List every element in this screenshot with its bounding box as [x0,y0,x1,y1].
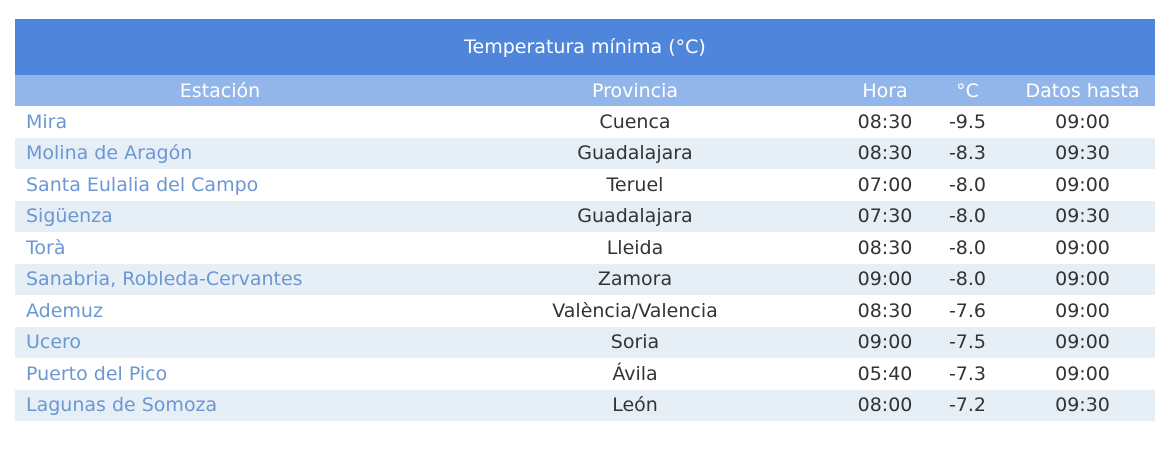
province-cell: València/Valencia [552,299,718,322]
table-row: Torà Lleida 08:30 -8.0 09:00 [15,232,1155,264]
temperature-cell: -8.0 [948,173,987,196]
temperature-cell: -8.0 [948,205,987,228]
hour-cell: 08:30 [857,236,913,259]
temperature-cell: -7.2 [948,394,987,417]
hour-cell: 07:00 [857,173,913,196]
data-until-cell: 09:00 [1055,331,1110,354]
data-until-cell: 09:00 [1055,268,1110,291]
table-row: Molina de Aragón Guadalajara 08:30 -8.3 09:3… [15,137,1155,169]
hour-cell: 09:00 [857,268,913,291]
data-until-cell: 09:00 [1055,299,1110,322]
data-until-cell: 09:30 [1055,142,1110,165]
station-link[interactable]: Sigüenza [26,205,113,228]
column-header-province: Provincia [591,79,679,102]
column-header-hour: Hora [862,79,908,102]
table-row: Santa Eulalia del Campo Teruel 07:00 -8.0 09… [15,169,1155,201]
station-link[interactable]: Ucero [26,331,82,354]
hour-cell: 08:30 [857,299,913,322]
temperature-cell: -9.5 [948,110,987,133]
station-link[interactable]: Lagunas de Somoza [26,394,218,417]
column-header-station: Estación [179,79,261,102]
province-cell: Lleida [606,236,664,259]
hour-cell: 08:30 [857,110,913,133]
temperature-cell: -7.3 [948,362,987,385]
hour-cell: 05:40 [857,362,913,385]
hour-cell: 08:30 [857,142,913,165]
data-until-cell: 09:00 [1055,110,1110,133]
province-cell: León [612,394,658,417]
table-row: Ademuz València/Valencia 08:30 -7.6 09:00 [15,295,1155,327]
province-cell: Guadalajara [577,205,693,228]
table-body: Mira Cuenca 08:30 -9.5 09:00 Molina de Aragón… [15,106,1155,421]
table-row: Mira Cuenca 08:30 -9.5 09:00 [15,106,1155,138]
province-cell: Ávila [612,362,658,385]
table-row: Sigüenza Guadalajara 07:30 -8.0 09:30 [15,200,1155,232]
table-title: Temperatura mínima (°C) [464,36,706,58]
temperature-cell: -8.0 [948,236,987,259]
min-temperature-table: Estación Provincia Hora °C Datos hasta M… [15,75,1155,421]
station-link[interactable]: Mira [26,110,68,133]
hour-cell: 07:30 [857,205,913,228]
temperature-cell: -7.5 [948,331,987,354]
station-link[interactable]: Ademuz [26,299,103,322]
data-until-cell: 09:00 [1055,362,1110,385]
table-row: Ucero Soria 09:00 -7.5 09:00 [15,326,1155,358]
province-cell: Teruel [606,173,664,196]
table-row: Sanabria, Robleda-Cervantes Zamora 09:00 -8… [15,263,1155,295]
hour-cell: 09:00 [857,331,913,354]
data-until-cell: 09:00 [1055,173,1110,196]
table-row: Lagunas de Somoza León 08:00 -7.2 09:30 [15,389,1155,421]
column-header-data-until: Datos hasta [1025,79,1140,102]
min-temperature-table-widget: Temperatura mínima (°C) Estación Provinc… [15,19,1155,421]
temperature-cell: -7.6 [948,299,987,322]
province-cell: Cuenca [599,110,671,133]
data-until-cell: 09:30 [1055,205,1110,228]
temperature-cell: -8.0 [948,268,987,291]
table-title-bar: Temperatura mínima (°C) [15,19,1155,75]
station-link[interactable]: Santa Eulalia del Campo [26,173,259,196]
table-row: Puerto del Pico Ávila 05:40 -7.3 09:00 [15,358,1155,390]
temperature-cell: -8.3 [948,142,987,165]
data-until-cell: 09:30 [1055,394,1110,417]
column-header-temp: °C [956,79,979,102]
station-link[interactable]: Molina de Aragón [26,142,193,165]
station-link[interactable]: Torà [26,236,66,259]
data-until-cell: 09:00 [1055,236,1110,259]
station-link[interactable]: Sanabria, Robleda-Cervantes [26,268,303,291]
province-cell: Guadalajara [577,142,693,165]
province-cell: Zamora [597,268,673,291]
table-header-row: Estación Provincia Hora °C Datos hasta [15,75,1155,106]
province-cell: Soria [610,331,660,354]
station-link[interactable]: Puerto del Pico [26,362,168,385]
hour-cell: 08:00 [857,394,913,417]
